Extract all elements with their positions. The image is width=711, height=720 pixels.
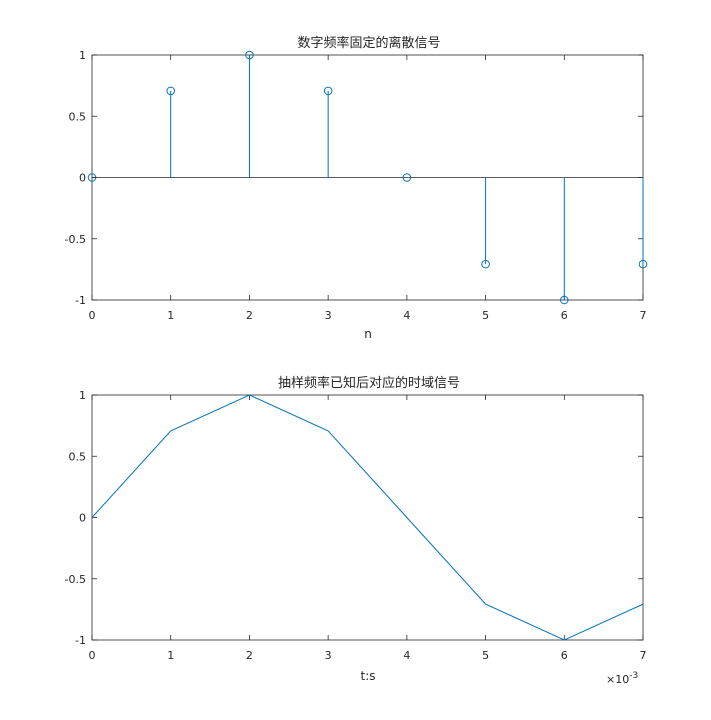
chart1-stem-marker [481,259,490,269]
chart1-xtick-label: 6 [561,309,568,322]
chart1-xtick-label: 5 [482,309,489,322]
chart2-xtick-label: 1 [167,649,174,662]
chart1-stem-marker [323,86,333,96]
chart2-ytick-label: -1 [75,634,86,647]
chart2-ytick-label: 0.5 [69,450,87,463]
chart1-stem-marker [245,50,254,60]
chart1-stem-marker [87,173,97,182]
chart1-ytick-label: 0 [79,172,86,185]
chart1-xtick-label: 3 [325,309,332,322]
chart2-axes-frame [91,394,644,641]
chart2-title: 抽样频率已知后对应的时域信号 [278,375,460,391]
chart2-x-exponent-power: -3 [629,671,638,681]
chart-discrete-signal: 数字频率固定的离散信号 0 1 2 3 4 5 6 7 -1 -0.5 0 0.5 1 n [65,35,648,341]
chart2-x-exponent-base: ×10 [606,673,629,686]
chart1-xtick-label: 7 [640,309,647,322]
chart1-stem-marker [638,259,648,269]
chart1-ytick-label: 1 [79,49,86,62]
chart2-series-line [91,394,644,641]
chart1-stem-marker [559,295,569,305]
chart2-xtick-label: 0 [89,649,96,662]
chart1-xlabel: n [364,327,372,341]
chart-time-signal: 抽样频率已知后对应的时域信号 0 1 2 3 4 5 6 7 -1 -0.5 0 0.5 1 t:s ×… [65,375,647,686]
chart2-xtick-label: 7 [640,649,647,662]
chart2-ytick-label: 1 [79,389,86,402]
chart1-stem-marker [166,86,176,96]
chart2-ytick-label: 0 [79,512,86,525]
chart1-ticks: 0 1 2 3 4 5 6 7 -1 -0.5 0 0.5 1 [65,49,647,322]
chart1-xtick-label: 2 [246,309,253,322]
chart2-xtick-label: 4 [403,649,410,662]
chart2-xtick-label: 6 [561,649,568,662]
chart1-ytick-label: -1 [75,294,86,307]
chart1-title: 数字频率固定的离散信号 [297,35,440,51]
chart2-xtick-label: 5 [482,649,489,662]
chart1-stem-marker [402,173,412,182]
chart1-marks [87,50,648,305]
chart1-xtick-label: 0 [89,309,96,322]
chart1-xtick-label: 4 [403,309,410,322]
chart2-ticks: 0 1 2 3 4 5 6 7 -1 -0.5 0 0.5 1 [65,389,647,662]
chart2-xtick-label: 3 [325,649,332,662]
chart2-xlabel: t:s [361,669,376,683]
chart2-ytick-label: -0.5 [65,573,86,586]
chart1-ytick-label: 0.5 [69,110,87,123]
chart1-xtick-label: 1 [167,309,174,322]
chart1-ytick-label: -0.5 [65,233,86,246]
chart2-xtick-label: 2 [246,649,253,662]
chart2-marks [91,394,644,641]
chart2-x-exponent: ×10-3 [606,671,638,686]
